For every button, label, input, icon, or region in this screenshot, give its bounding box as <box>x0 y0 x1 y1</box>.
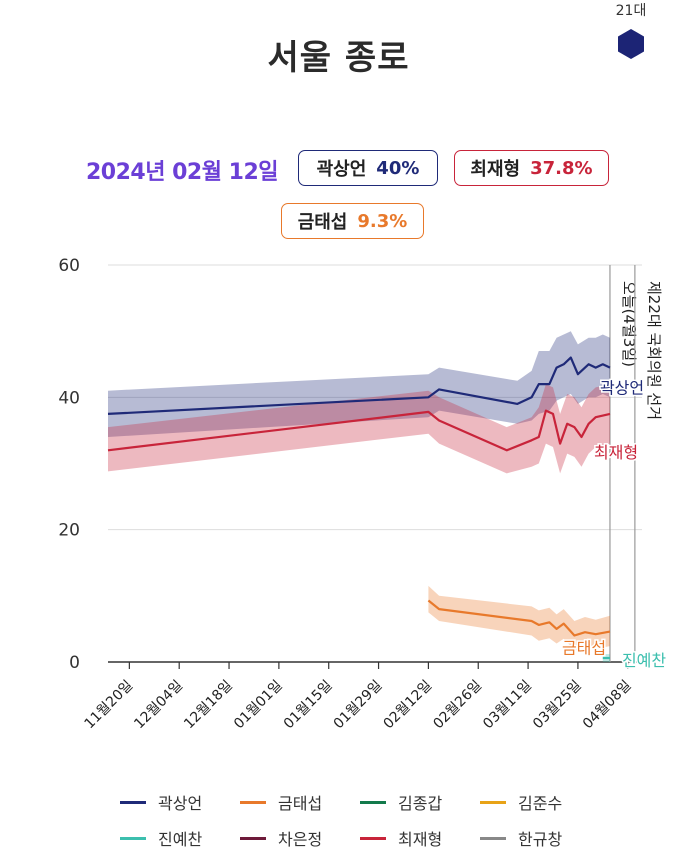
badge-kwak: 곽상언 40% <box>298 150 438 186</box>
badge-value: 37.8% <box>530 157 593 179</box>
era-label: 21대 <box>615 3 647 19</box>
marker-label: 오늘(4월3일) <box>620 281 638 367</box>
y-tick-label: 0 <box>69 653 80 673</box>
legend-label: 김종갑 <box>398 794 443 813</box>
legend-item[interactable]: 차은정 <box>240 826 360 850</box>
legend-swatch <box>360 836 386 840</box>
legend-item[interactable]: 진예찬 <box>120 826 240 850</box>
series-line <box>107 356 611 415</box>
x-tick-label: 02월26일 <box>430 678 485 733</box>
badge-geum: 금태섭 9.3% <box>281 203 424 239</box>
poll-chart[interactable]: 0 20 40 60 11월20일12월04일12월18일01월01일01월15일01월… <box>0 240 677 780</box>
legend-label: 금태섭 <box>278 794 323 813</box>
series-end-label: 곽상언 <box>600 379 644 398</box>
era-indicator[interactable]: 21대 <box>611 0 651 64</box>
legend-item[interactable]: 금태섭 <box>240 790 360 814</box>
badge-value: 40% <box>376 157 420 179</box>
x-tick-label: 01월29일 <box>331 678 386 733</box>
legend-item[interactable]: 곽상언 <box>120 790 240 814</box>
x-tick-label: 02월12일 <box>381 678 436 733</box>
legend-swatch <box>480 800 506 804</box>
page-title: 서울 종로 <box>267 38 410 78</box>
confidence-band <box>108 384 610 474</box>
series-end-label: 진예찬 <box>622 651 666 670</box>
legend-label: 진예찬 <box>158 830 203 849</box>
legend: 곽상언 금태섭 김종갑 김준수 진예찬 차은정 최재형 한규창 <box>120 790 600 850</box>
badge-name: 곽상언 <box>316 159 367 180</box>
x-tick-label: 03월25일 <box>530 678 585 733</box>
date-label: 2024년 02월 12일 <box>86 160 279 185</box>
marker-label: 제22대 국회의원 선거 <box>645 281 663 420</box>
legend-label: 곽상언 <box>158 794 203 813</box>
x-tick-label: 03월11일 <box>480 678 535 733</box>
legend-swatch <box>240 800 266 804</box>
y-tick-label: 40 <box>58 388 80 408</box>
legend-swatch <box>120 836 146 840</box>
x-tick-label: 12월18일 <box>181 678 236 733</box>
hexagon-icon <box>618 29 644 59</box>
legend-swatch <box>360 800 386 804</box>
confidence-band <box>428 585 610 651</box>
legend-item[interactable]: 최재형 <box>360 826 480 850</box>
x-tick-label: 11월20일 <box>81 678 136 733</box>
y-tick-label: 60 <box>58 256 80 276</box>
x-tick-label: 01월15일 <box>281 678 336 733</box>
x-tick-label: 12월04일 <box>131 678 186 733</box>
legend-item[interactable]: 김종갑 <box>360 790 480 814</box>
legend-swatch <box>240 836 266 840</box>
legend-item[interactable]: 한규창 <box>480 826 600 850</box>
badge-name: 최재형 <box>470 159 521 180</box>
badge-choi: 최재형 37.8% <box>454 150 609 186</box>
legend-item[interactable]: 김준수 <box>480 790 600 814</box>
series-end-label: 금태섭 <box>562 639 606 658</box>
series-line <box>427 599 611 637</box>
confidence-band <box>108 331 610 437</box>
x-tick-label: 04월08일 <box>580 678 635 733</box>
legend-label: 차은정 <box>278 830 323 849</box>
x-tick-label: 01월01일 <box>231 678 286 733</box>
badge-value: 9.3% <box>357 210 408 232</box>
legend-label: 최재형 <box>398 830 443 849</box>
legend-swatch <box>120 800 146 804</box>
y-tick-label: 20 <box>58 521 80 541</box>
legend-label: 한규창 <box>518 830 563 849</box>
legend-swatch <box>480 836 506 840</box>
badge-name: 금태섭 <box>297 212 348 233</box>
legend-label: 김준수 <box>518 794 563 813</box>
series-end-label: 최재형 <box>594 443 638 462</box>
series-line <box>107 409 611 452</box>
